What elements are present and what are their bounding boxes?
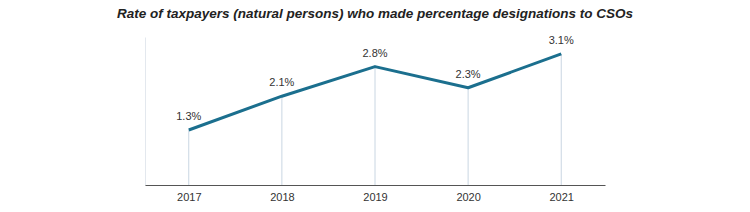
x-tick: 2020: [456, 185, 480, 203]
data-label: 2.1%: [269, 76, 294, 88]
data-label: 1.3%: [176, 110, 201, 122]
x-axis-line: [146, 185, 606, 186]
x-tick: 2019: [363, 185, 387, 203]
drop-line: [188, 130, 189, 185]
x-tick: 2017: [177, 185, 201, 203]
chart: Rate of taxpayers (natural persons) who …: [0, 0, 750, 212]
x-tick-label: 2017: [177, 191, 201, 203]
drop-line: [281, 96, 282, 185]
x-axis: 2017 2018 2019 2020 2021: [146, 185, 606, 203]
x-tick: 2021: [549, 185, 573, 203]
data-label: 3.1%: [549, 34, 574, 46]
x-tick-label: 2020: [456, 191, 480, 203]
x-tick-label: 2019: [363, 191, 387, 203]
drop-line: [561, 54, 562, 185]
y-axis-line: [145, 38, 146, 186]
line: [189, 54, 561, 130]
y-axis: [145, 38, 146, 186]
data-label: 2.3%: [456, 68, 481, 80]
plot-area: [189, 54, 561, 185]
x-tick-label: 2018: [270, 191, 294, 203]
title: Rate of taxpayers (natural persons) who …: [117, 6, 634, 21]
data-label: 2.8%: [362, 47, 387, 59]
data-labels: 1.3% 2.1% 2.8% 2.3% 3.1%: [176, 34, 574, 122]
drop-line: [375, 67, 376, 185]
x-tick-label: 2021: [549, 191, 573, 203]
x-tick: 2018: [270, 185, 294, 203]
drop-line: [468, 88, 469, 185]
